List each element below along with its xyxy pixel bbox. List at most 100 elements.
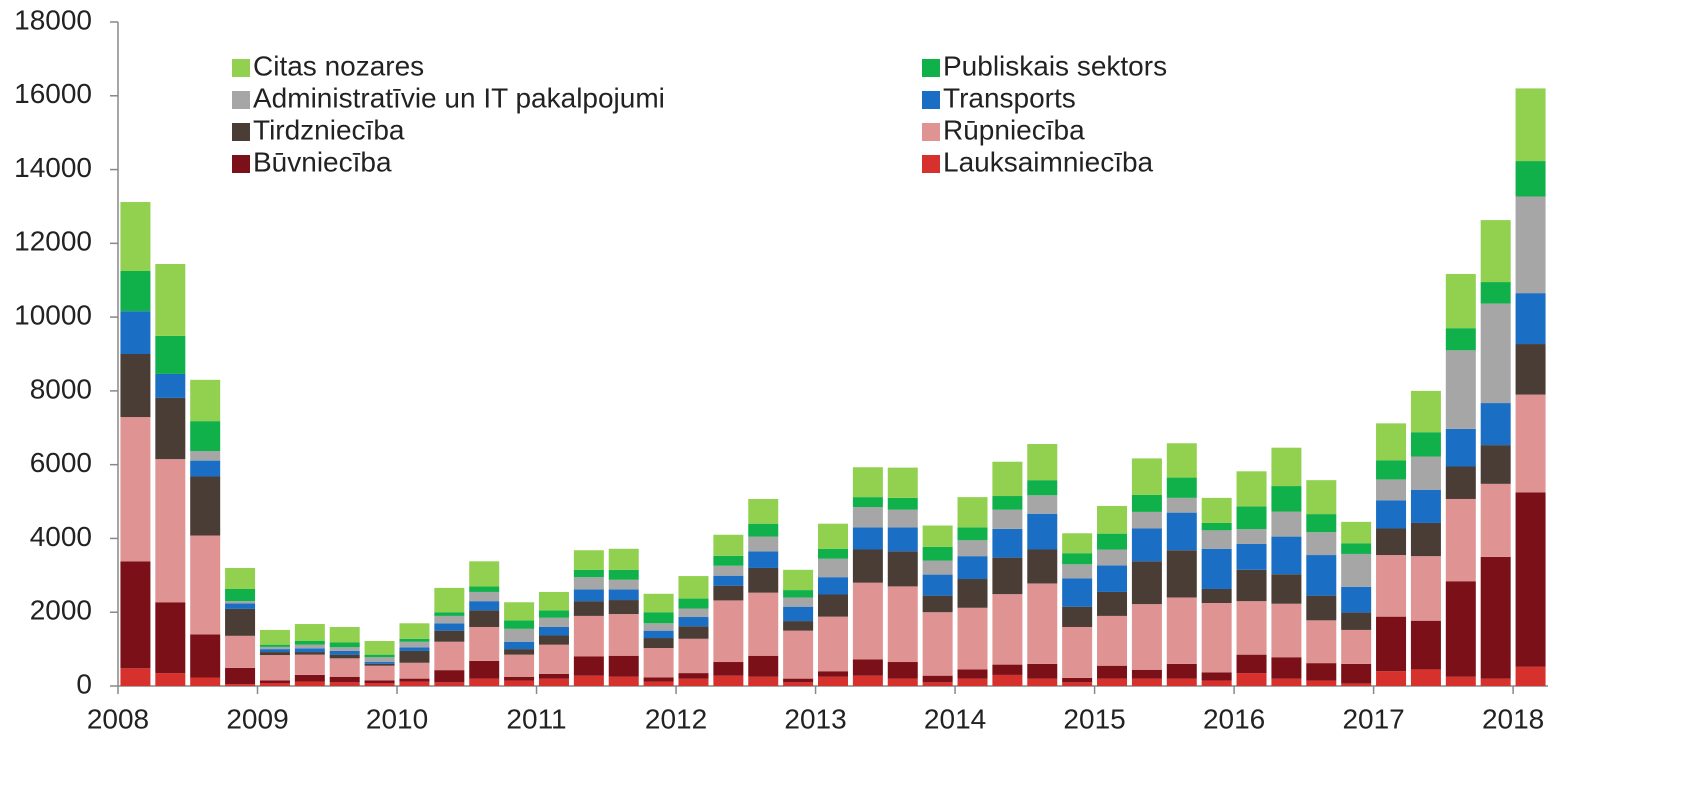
bar-segment (225, 603, 256, 609)
bar-segment (818, 558, 848, 578)
bar-segment (992, 557, 1023, 595)
bar-segment (1131, 511, 1162, 529)
legend-label: Publiskais sektors (943, 50, 1167, 81)
bar-segment (259, 646, 290, 650)
bar-segment (364, 683, 395, 686)
bar-segment (818, 577, 848, 595)
bar-segment (1027, 549, 1058, 584)
y-tick-label: 4000 (30, 521, 92, 552)
bar-segment (225, 667, 256, 685)
bar-segment (678, 608, 709, 618)
bar-segment (852, 582, 883, 660)
bar-segment (783, 606, 814, 622)
y-tick-label: 14000 (14, 152, 92, 183)
bar-segment (1306, 480, 1337, 515)
bar-segment (1131, 604, 1162, 670)
bar-segment (1131, 561, 1162, 605)
bar-segment (573, 601, 604, 616)
bar-segment (294, 674, 325, 682)
bar-segment (1062, 682, 1093, 686)
bar-segment (504, 676, 535, 681)
bar-segment (1376, 555, 1407, 617)
bar-segment (1027, 513, 1058, 550)
bar-segment (1515, 293, 1546, 345)
bar-segment (399, 647, 430, 651)
bar-segment (852, 507, 883, 528)
bar-segment (1410, 390, 1441, 433)
bar-segment (329, 626, 360, 643)
bar-segment (1376, 528, 1407, 556)
bar-segment (1097, 678, 1128, 686)
bar-segment (887, 662, 918, 679)
bar-segment (852, 527, 883, 550)
bar-segment (1236, 471, 1267, 507)
bar-segment (573, 656, 604, 676)
bar-segment (608, 614, 639, 656)
bar-segment (887, 527, 918, 552)
bar-segment (852, 497, 883, 508)
bar-segment (748, 676, 779, 686)
bar-segment (1515, 394, 1546, 493)
bar-segment (1271, 447, 1302, 487)
bar-segment (469, 678, 500, 686)
bar-segment (783, 682, 814, 686)
bar-segment (748, 551, 779, 568)
bar-segment (190, 460, 221, 477)
bar-segment (364, 657, 395, 663)
bar-segment (1445, 498, 1476, 582)
bar-segment (294, 624, 325, 641)
bar-segment (678, 673, 709, 679)
y-tick-label: 8000 (30, 373, 92, 404)
legend-swatch (232, 91, 250, 109)
bar-segment (1201, 680, 1232, 686)
bar-segment (1131, 528, 1162, 562)
y-tick-label: 0 (76, 668, 92, 699)
bar-segment (190, 379, 221, 422)
bar-segment (434, 615, 465, 624)
bar-segment (1515, 88, 1546, 162)
bar-segment (504, 680, 535, 686)
y-tick-label: 6000 (30, 447, 92, 478)
bar-segment (608, 589, 639, 601)
bar-segment (818, 594, 848, 617)
bar-segment (922, 675, 953, 683)
bar-segment (1341, 629, 1372, 664)
bar-segment (713, 600, 744, 663)
bar-segment (608, 569, 639, 580)
bar-segment (678, 626, 709, 639)
bar-segment (434, 587, 465, 613)
bar-segment (1201, 522, 1232, 531)
bar-segment (748, 536, 779, 552)
bar-segment (120, 668, 151, 686)
legend-label: Rūpniecība (943, 114, 1085, 145)
bar-segment (992, 528, 1023, 558)
bar-segment (1166, 497, 1197, 513)
bar-segment (259, 655, 290, 681)
bar-segment (1236, 569, 1267, 602)
legend-label: Transports (943, 82, 1076, 113)
legend-swatch (232, 123, 250, 141)
bar-segment (1236, 601, 1267, 655)
bar-segment (1201, 672, 1232, 681)
bar-segment (120, 271, 151, 312)
bar-segment (469, 586, 500, 592)
bar-segment (1480, 445, 1511, 484)
bar-segment (608, 655, 639, 677)
bar-segment (225, 567, 256, 589)
bar-segment (225, 684, 256, 686)
bar-segment (643, 593, 674, 613)
bar-segment (1201, 603, 1232, 673)
bar-segment (259, 649, 290, 653)
bar-segment (225, 601, 256, 604)
bar-segment (1445, 273, 1476, 329)
bar-segment (1027, 678, 1058, 686)
x-tick-label: 2011 (506, 703, 566, 734)
bar-segment (1062, 564, 1093, 579)
bar-segment (1376, 479, 1407, 501)
bar-segment (1480, 483, 1511, 557)
bar-segment (1445, 676, 1476, 686)
bar-segment (1445, 581, 1476, 677)
bar-segment (957, 527, 988, 541)
bar-segment (399, 623, 430, 639)
bar-segment (155, 459, 186, 603)
